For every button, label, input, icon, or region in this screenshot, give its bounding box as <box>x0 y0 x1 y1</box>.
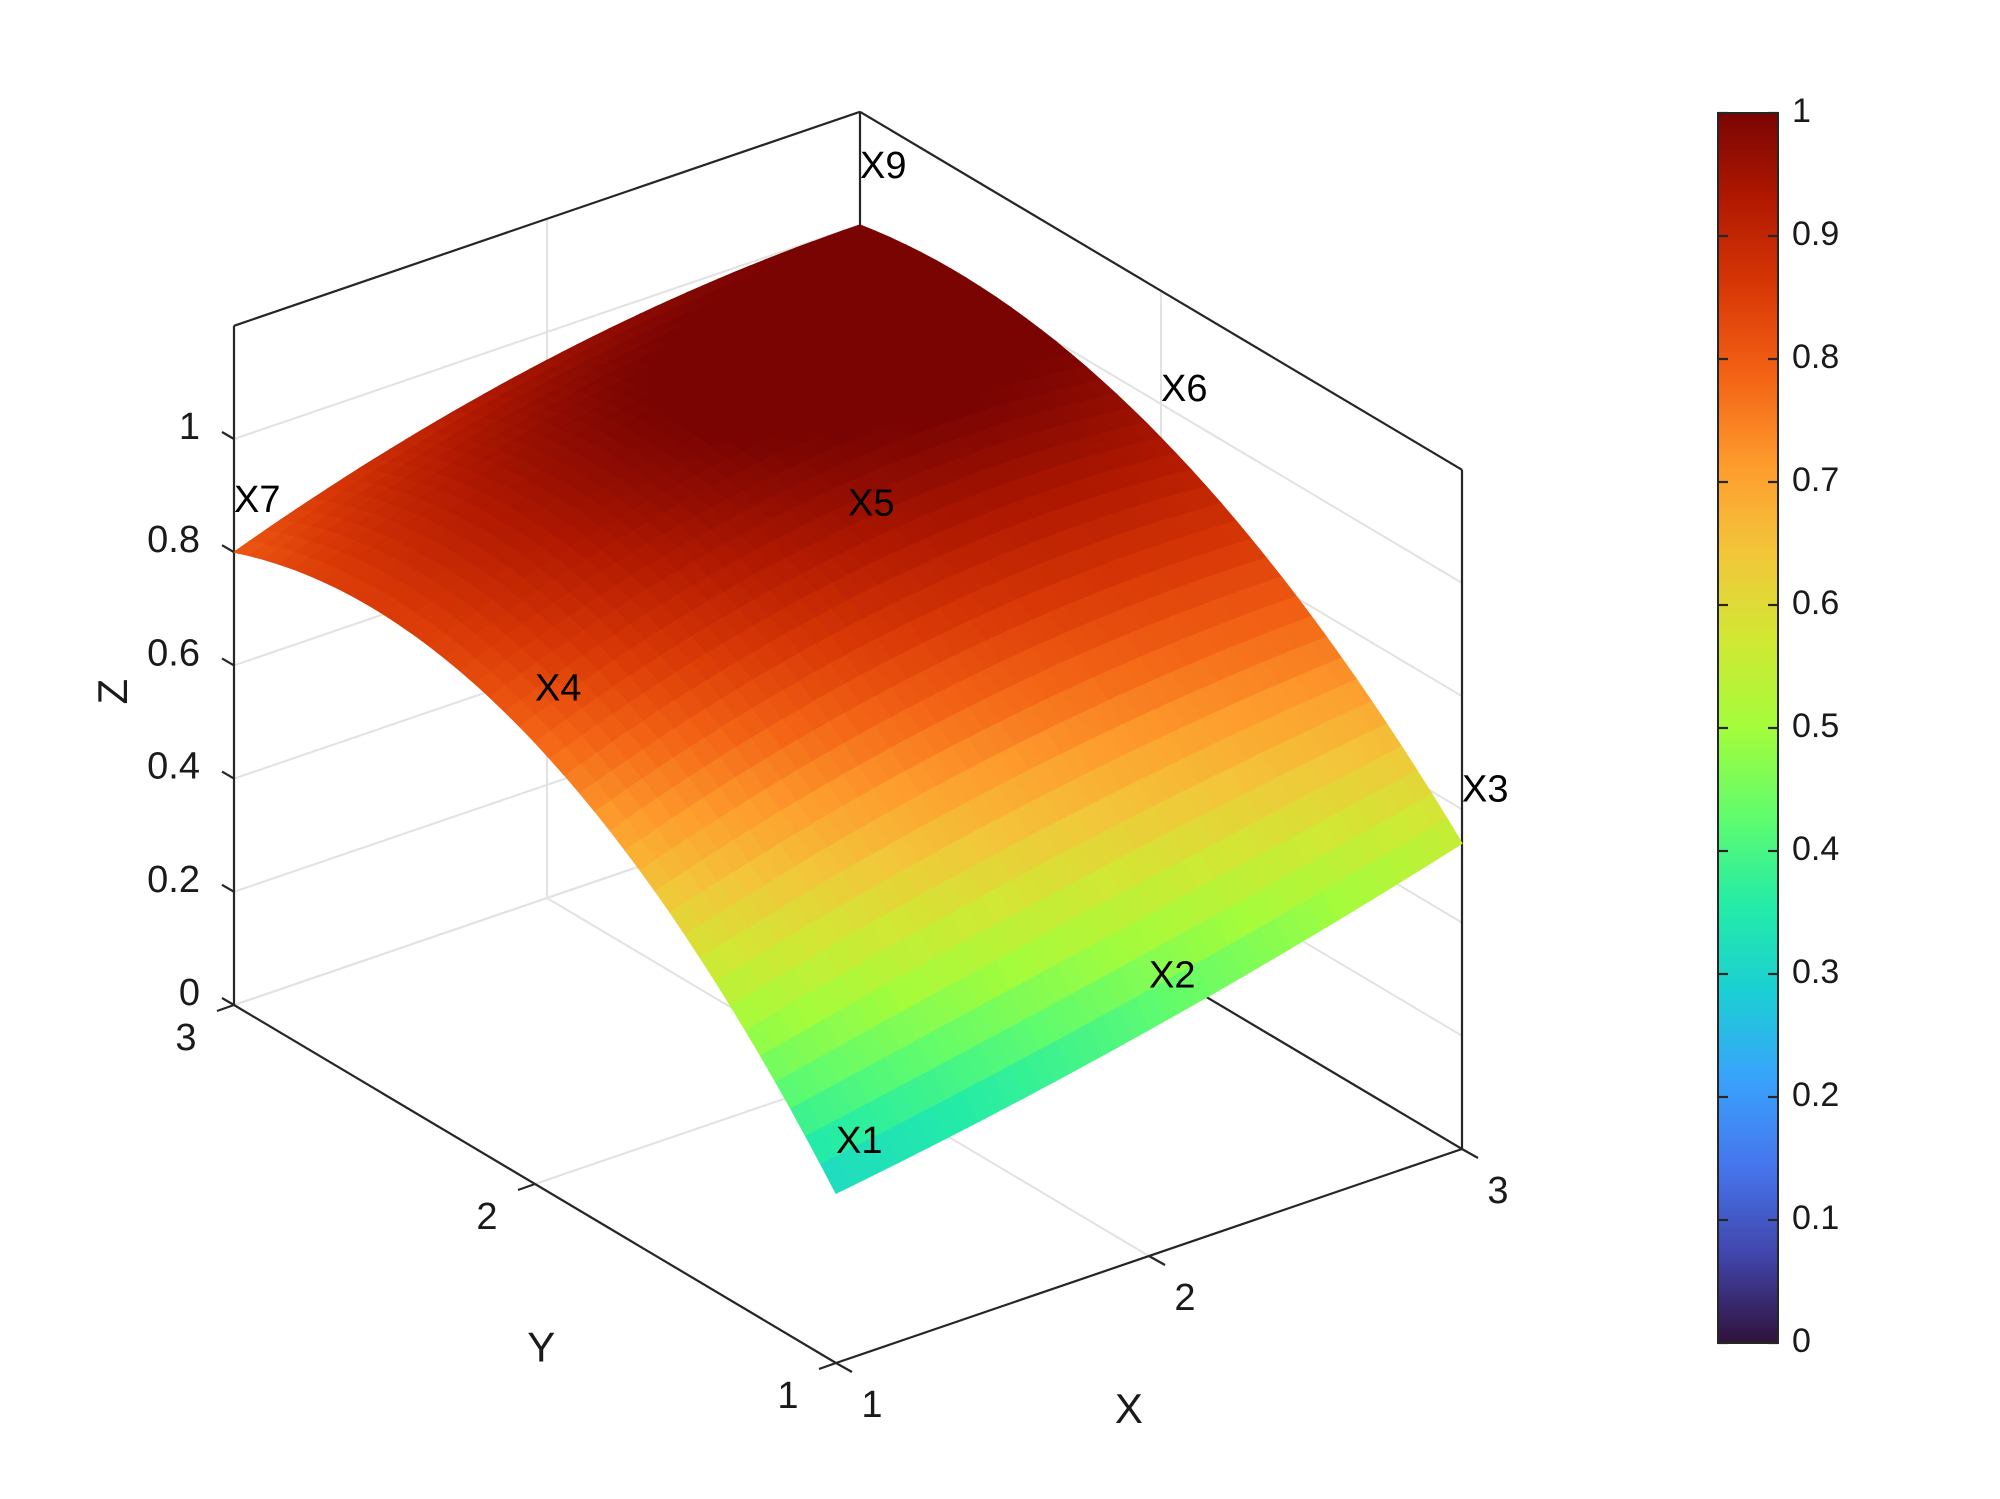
x-axis-label: X <box>1115 1385 1143 1432</box>
colorbar-tick-label: 0.8 <box>1792 338 1839 376</box>
point-label-x7: X7 <box>234 479 280 521</box>
y-tick <box>216 1003 235 1013</box>
y-tick <box>818 1361 837 1371</box>
point-label-x2: X2 <box>1149 955 1195 997</box>
z-tick <box>221 657 235 667</box>
z-tick-label: 0.2 <box>147 859 200 901</box>
x-tick <box>1461 1148 1479 1159</box>
point-label-x1: X1 <box>836 1120 882 1162</box>
x-tick-label: 1 <box>861 1384 882 1426</box>
surface <box>232 224 1463 1194</box>
x-tick-label: 2 <box>1174 1277 1195 1319</box>
colorbar-tick-label: 0.3 <box>1792 953 1839 991</box>
z-tick-label: 0.4 <box>147 746 200 788</box>
point-label-x4: X4 <box>535 668 581 710</box>
colorbar-tick-label: 0.5 <box>1792 707 1839 745</box>
z-tick <box>221 431 235 440</box>
colorbar-tick-label: 0.6 <box>1792 584 1839 622</box>
y-tick-label: 3 <box>175 1017 196 1059</box>
z-tick <box>221 883 235 893</box>
z-tick <box>221 544 235 554</box>
point-labels: X1 X2 X3 X4 X5 X6 X7 X9 <box>234 145 1508 1162</box>
colorbar-tick-label: 0.7 <box>1792 461 1839 499</box>
z-tick-label: 0.8 <box>147 519 200 561</box>
x-tick <box>1148 1255 1166 1266</box>
axis-tick-labels: 0 0.2 0.4 0.6 0.8 1 1 2 3 1 2 3 X Y Z <box>89 406 1508 1432</box>
y-tick-label: 1 <box>777 1375 798 1417</box>
z-tick-label: 0.6 <box>147 632 200 674</box>
z-axis-label: Z <box>89 679 136 705</box>
y-tick-label: 2 <box>476 1196 497 1238</box>
point-label-x5: X5 <box>848 483 894 525</box>
point-label-x6: X6 <box>1161 368 1207 410</box>
colorbar-tick-label: 0.2 <box>1792 1076 1839 1114</box>
z-tick <box>221 997 235 1006</box>
y-tick <box>517 1182 536 1192</box>
colorbar-tick-label: 0.1 <box>1792 1199 1839 1237</box>
colorbar-tick-label: 1 <box>1792 92 1811 130</box>
x-tick <box>835 1362 853 1373</box>
y-axis-label: Y <box>527 1323 555 1370</box>
z-tick <box>221 770 235 780</box>
box-edge <box>859 110 1463 471</box>
z-tick-label: 1 <box>179 406 200 448</box>
colorbar-tick-label: 0.9 <box>1792 215 1839 253</box>
axis-ticks <box>216 431 1479 1373</box>
colorbar: 0 0.1 0.2 0.3 0.4 0.5 0.6 0.7 0.8 0.9 1 <box>1717 92 1839 1360</box>
surface-patch <box>820 1155 853 1194</box>
point-label-x3: X3 <box>1462 768 1508 810</box>
colorbar-tick-label: 0.4 <box>1792 830 1839 868</box>
x-tick-label: 3 <box>1487 1170 1508 1212</box>
z-tick-label: 0 <box>179 972 200 1014</box>
colorbar-tick-label: 0 <box>1792 1322 1811 1360</box>
box-edge <box>233 110 861 327</box>
point-label-x9: X9 <box>860 145 906 187</box>
